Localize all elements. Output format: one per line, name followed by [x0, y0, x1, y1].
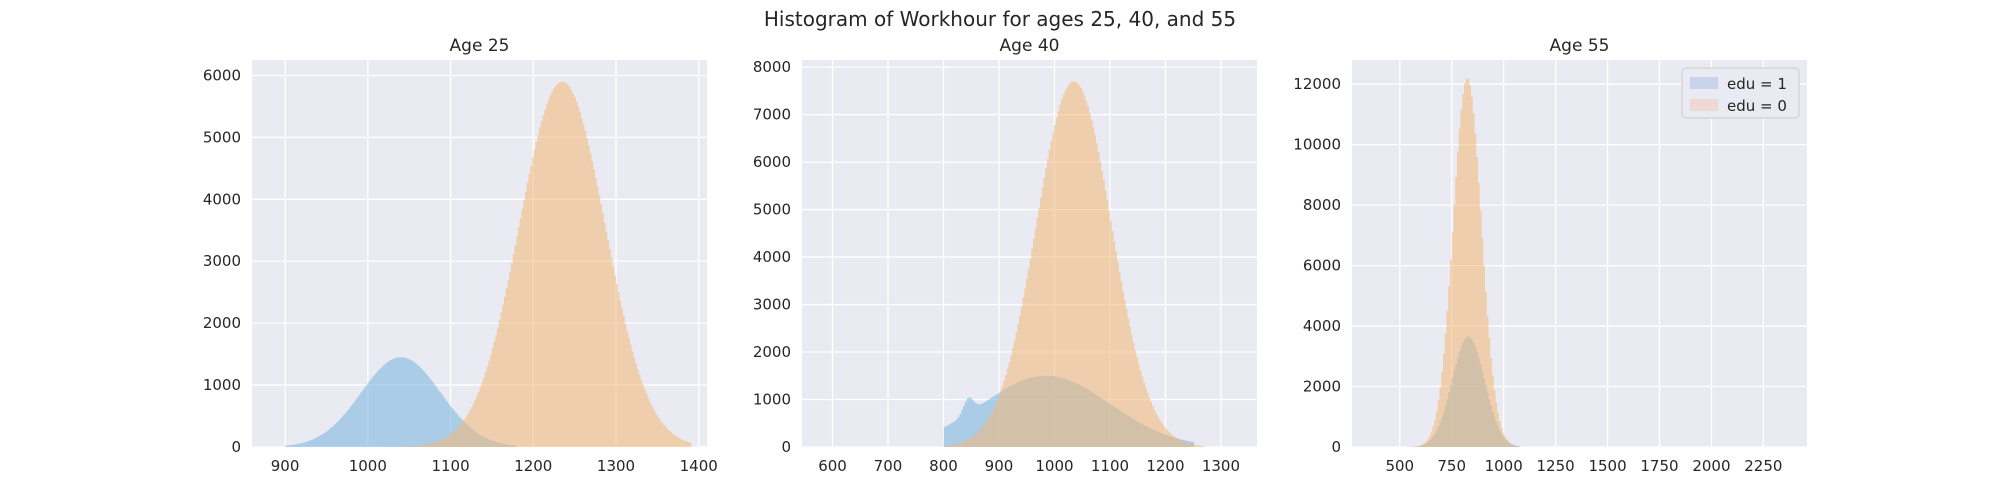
x-tick-label: 1200: [1146, 457, 1184, 475]
legend: edu = 1 edu = 0: [1681, 67, 1800, 119]
y-tick-label: 2000: [203, 314, 241, 332]
histogram-series-edu-0: [1352, 78, 1807, 447]
y-tick-label: 1000: [203, 376, 241, 394]
panel-age-55: 500 750 1000 1250 1500 1750 2000 2250 0 2000 4000 6…: [1293, 36, 1807, 475]
x-tick-label: 700: [874, 457, 903, 475]
y-tick-label: 1000: [753, 391, 791, 409]
panel-title: Age 25: [450, 36, 510, 56]
y-tick-label: 0: [231, 438, 241, 456]
x-tick-label: 1000: [1485, 457, 1523, 475]
y-tick-label: 7000: [753, 106, 791, 124]
figure-title: Histogram of Workhour for ages 25, 40, a…: [764, 7, 1236, 31]
y-tick-label: 12000: [1293, 75, 1341, 93]
x-tick-label: 900: [985, 457, 1014, 475]
y-tick-label: 4000: [203, 190, 241, 208]
panel-title: Age 40: [1000, 36, 1060, 56]
x-tick-label: 800: [929, 457, 958, 475]
x-tick-label: 1000: [1035, 457, 1073, 475]
panel-title: Age 55: [1550, 36, 1610, 56]
y-tick-label: 8000: [1303, 196, 1341, 214]
legend-swatch: [1690, 99, 1718, 111]
x-tick-label: 1750: [1640, 457, 1678, 475]
x-tick-label: 1500: [1588, 457, 1626, 475]
histogram-series-edu-0: [802, 81, 1257, 447]
legend-label: edu = 1: [1727, 75, 1787, 93]
x-tick-label: 2250: [1744, 457, 1782, 475]
legend-swatch: [1690, 77, 1718, 89]
y-tick-label: 0: [781, 438, 791, 456]
y-tick-label: 3000: [203, 252, 241, 270]
x-tick-label: 1100: [1091, 457, 1129, 475]
panel-age-40: 600 700 800 900 1000 1100 1200 1300 0 1000 2000 300…: [753, 36, 1257, 475]
histogram-series-edu-1: [252, 357, 707, 447]
x-tick-label: 2000: [1692, 457, 1730, 475]
x-tick-label: 900: [271, 457, 300, 475]
legend-label: edu = 0: [1727, 97, 1787, 115]
y-tick-label: 4000: [1303, 317, 1341, 335]
y-tick-label: 6000: [203, 66, 241, 84]
plot-area: [1352, 60, 1807, 447]
y-tick-label: 4000: [753, 248, 791, 266]
x-tick-label: 750: [1437, 457, 1466, 475]
x-tick-label: 1200: [514, 457, 552, 475]
x-tick-label: 1300: [1202, 457, 1240, 475]
panels: 900 1000 1100 1200 1300 1400 0 1000 2000 3000 4000…: [203, 36, 1807, 475]
y-tick-label: 3000: [753, 296, 791, 314]
panel-age-25: 900 1000 1100 1200 1300 1400 0 1000 2000 3000 4000…: [203, 36, 718, 475]
x-tick-label: 1000: [349, 457, 387, 475]
y-tick-label: 2000: [1303, 378, 1341, 396]
y-tick-label: 6000: [753, 153, 791, 171]
x-tick-label: 600: [818, 457, 847, 475]
x-tick-label: 1300: [597, 457, 635, 475]
histogram-series-edu-0: [252, 81, 707, 447]
y-tick-label: 6000: [1303, 257, 1341, 275]
x-tick-label: 1100: [431, 457, 469, 475]
y-tick-label: 5000: [753, 201, 791, 219]
x-tick-label: 1250: [1537, 457, 1575, 475]
y-tick-label: 10000: [1293, 136, 1341, 154]
x-tick-label: 500: [1385, 457, 1414, 475]
y-tick-label: 5000: [203, 128, 241, 146]
y-tick-label: 2000: [753, 343, 791, 361]
y-tick-label: 8000: [753, 58, 791, 76]
y-tick-label: 0: [1331, 438, 1341, 456]
x-tick-label: 1400: [680, 457, 718, 475]
